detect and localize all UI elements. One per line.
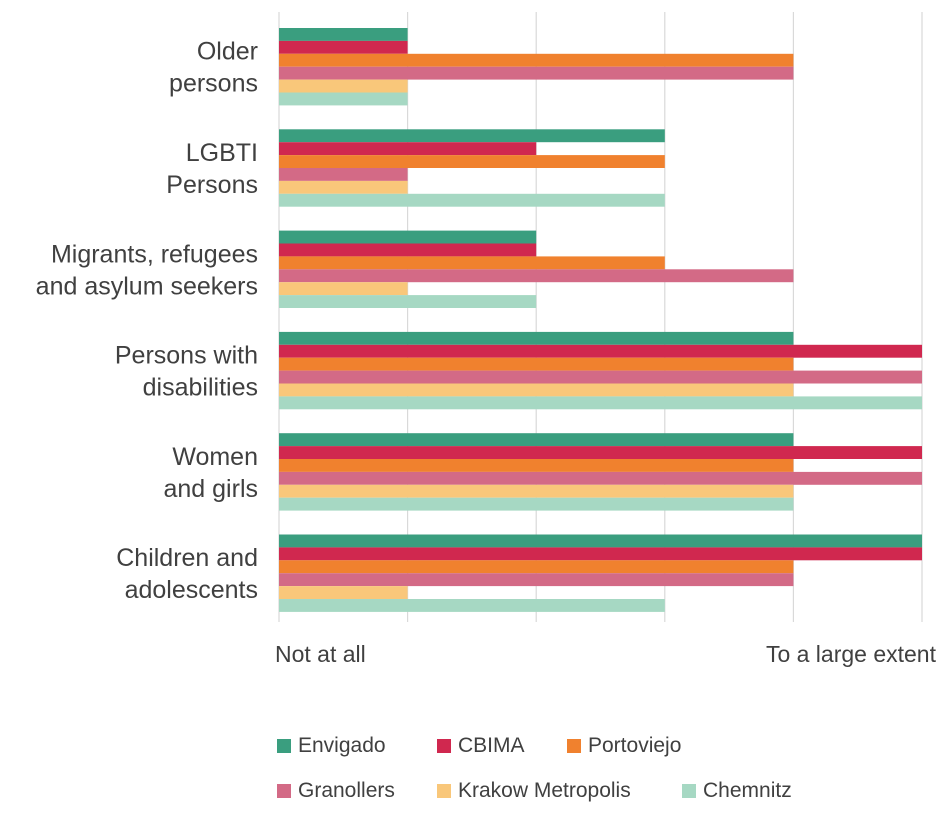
legend-item: Granollers (277, 779, 395, 802)
bar (279, 484, 794, 498)
legend-item: Chemnitz (682, 779, 792, 802)
bars (279, 28, 922, 612)
gridlines (278, 12, 923, 622)
bar (279, 560, 794, 574)
category-label: Children and adolescents (116, 544, 258, 604)
bar (279, 433, 794, 447)
x-tick-label-min: Not at all (275, 641, 366, 667)
bar (279, 66, 794, 80)
x-tick-label-max: To a large extent (766, 641, 937, 667)
bar (279, 599, 665, 612)
bar (279, 573, 794, 587)
legend-item: Portoviejo (567, 734, 681, 757)
bar (279, 459, 794, 472)
category-label: Older persons (169, 38, 258, 98)
legend-label: Granollers (298, 779, 395, 802)
bar (279, 180, 408, 194)
legend-label: Chemnitz (703, 779, 792, 802)
bar (279, 28, 408, 41)
bar (279, 357, 794, 371)
legend-swatch (437, 739, 451, 753)
legend-item: Envigado (277, 734, 386, 757)
bar (279, 471, 922, 485)
bar (279, 396, 922, 410)
bar (279, 534, 922, 548)
bar (279, 230, 537, 244)
legend-swatch (277, 739, 291, 753)
x-axis: Not at all To a large extent (275, 641, 937, 667)
legend-label: CBIMA (458, 734, 525, 757)
category-label: Migrants, refugees and asylum seekers (36, 240, 258, 300)
bar (279, 282, 408, 296)
legend-swatch (567, 739, 581, 753)
legend-label: Krakow Metropolis (458, 779, 631, 802)
bar (279, 168, 408, 181)
legend-swatch (437, 784, 451, 798)
bar (279, 586, 408, 599)
bar (279, 547, 922, 561)
category-label: Women and girls (164, 443, 259, 503)
category-label: LGBTI Persons (166, 139, 258, 199)
legend-swatch (277, 784, 291, 798)
bar (279, 256, 665, 270)
bar (279, 370, 922, 384)
legend-swatch (682, 784, 696, 798)
bar (279, 269, 794, 283)
bar (279, 53, 794, 67)
bar (279, 155, 665, 168)
bar (279, 193, 665, 207)
bar (279, 243, 537, 257)
bar (279, 295, 537, 308)
legend-item: Krakow Metropolis (437, 779, 631, 802)
bar (279, 40, 408, 54)
bar (279, 79, 408, 93)
bar (279, 142, 537, 156)
bar (279, 92, 408, 106)
category-label: Persons with disabilities (115, 342, 258, 402)
legend-item: CBIMA (437, 734, 525, 757)
bar (279, 331, 794, 345)
bar (279, 446, 922, 459)
legend-label: Portoviejo (588, 734, 681, 757)
legend-label: Envigado (298, 734, 386, 757)
legend: Envigado CBIMA Portoviejo Granollers Krakow … (277, 734, 792, 802)
category-labels: Older persons LGBTI Persons Migrants, refuge… (36, 38, 258, 605)
bar (279, 344, 922, 358)
bar (279, 497, 794, 511)
bar (279, 129, 665, 143)
bar (279, 383, 794, 397)
